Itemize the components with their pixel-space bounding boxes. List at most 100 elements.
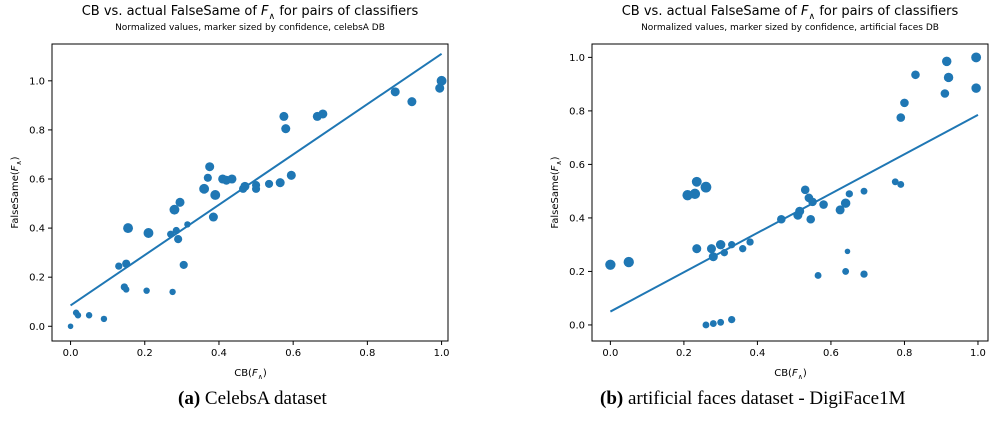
data-point xyxy=(709,320,717,328)
data-point xyxy=(971,83,981,93)
data-point xyxy=(819,200,828,209)
y-axis-label-symbol: F xyxy=(10,165,21,171)
data-point xyxy=(940,89,950,98)
data-point xyxy=(100,315,108,323)
data-point xyxy=(971,52,982,63)
data-point xyxy=(706,244,716,254)
data-point xyxy=(844,248,851,255)
data-point xyxy=(208,212,218,222)
fit-line xyxy=(609,114,979,313)
data-point xyxy=(205,162,215,172)
chart-title-subscript: ∧ xyxy=(269,12,276,22)
data-point xyxy=(115,262,123,270)
x-tick-label: 0.2 xyxy=(137,348,153,359)
y-tick-label: 0.0 xyxy=(569,320,585,331)
x-axis-label-subscript: ∧ xyxy=(798,373,803,380)
data-point xyxy=(717,318,725,326)
data-point xyxy=(746,238,754,246)
x-axis-label: CB(F∧) xyxy=(234,368,267,380)
data-point xyxy=(896,113,906,122)
x-axis-label-part: CB( xyxy=(774,368,792,379)
data-point xyxy=(435,83,445,93)
data-point xyxy=(264,179,274,188)
data-point xyxy=(860,270,868,278)
chart-title-symbol: F xyxy=(261,4,269,19)
caption-a-text: CelebsA dataset xyxy=(204,388,327,409)
data-point xyxy=(281,124,291,134)
data-point xyxy=(897,181,905,188)
chart-a: CB vs. actual FalseSame of F∧ for pairs … xyxy=(10,4,450,380)
y-tick-label: 0.6 xyxy=(29,175,45,186)
data-point xyxy=(210,190,221,200)
y-tick-label: 0.4 xyxy=(569,213,585,224)
caption-a-letter: (a) xyxy=(178,388,201,409)
x-tick-label: 0.4 xyxy=(211,348,227,359)
x-tick-label: 0.6 xyxy=(285,348,301,359)
y-axis-label-part: FalseSame( xyxy=(550,171,561,228)
y-tick-label: 0.8 xyxy=(29,125,45,136)
data-point xyxy=(318,109,328,119)
data-point xyxy=(943,72,954,83)
data-point xyxy=(390,87,400,97)
x-axis-label-symbol: F xyxy=(792,368,798,379)
data-point xyxy=(436,75,447,86)
y-axis-label: FalseSame(F∧) xyxy=(550,156,563,228)
chart-title-part: CB vs. actual FalseSame of xyxy=(622,4,801,19)
data-point xyxy=(800,185,810,195)
x-tick-label: 0.0 xyxy=(63,348,79,359)
x-tick-label: 0.6 xyxy=(823,348,839,359)
caption-b-text: artificial faces dataset - DigiFace1M xyxy=(627,388,906,409)
data-point xyxy=(689,188,701,199)
x-tick-label: 1.0 xyxy=(970,348,986,359)
data-point xyxy=(175,197,185,207)
x-tick-label: 1.0 xyxy=(434,348,450,359)
data-point xyxy=(860,187,868,195)
data-point xyxy=(891,178,899,186)
chart-subtitle: Normalized values, marker sized by confi… xyxy=(115,23,385,33)
data-point xyxy=(74,312,82,319)
data-point xyxy=(67,323,74,330)
y-tick-label: 0.2 xyxy=(29,273,45,284)
plot-frame xyxy=(51,43,449,342)
figure: CB vs. actual FalseSame of F∧ for pairs … xyxy=(10,4,989,380)
x-axis-label-subscript: ∧ xyxy=(258,373,263,380)
x-tick-label: 0.8 xyxy=(359,348,375,359)
chart-title-symbol: F xyxy=(801,4,809,19)
data-point xyxy=(739,245,747,253)
data-point xyxy=(279,111,289,121)
chart-title-part: for pairs of classifiers xyxy=(815,4,958,19)
data-point xyxy=(692,244,702,254)
chart-title: CB vs. actual FalseSame of F∧ for pairs … xyxy=(622,4,959,22)
chart-b: CB vs. actual FalseSame of F∧ for pairs … xyxy=(550,4,989,380)
data-point xyxy=(199,183,210,194)
data-point xyxy=(900,98,909,108)
data-point xyxy=(174,235,183,244)
y-axis-label-symbol: F xyxy=(550,165,561,171)
data-point xyxy=(169,288,176,296)
plot-frame xyxy=(591,43,989,342)
data-point xyxy=(806,214,816,224)
y-tick-label: 0.4 xyxy=(29,224,45,235)
y-axis-label-subscript: ∧ xyxy=(15,160,23,165)
data-point xyxy=(942,56,952,67)
y-tick-label: 1.0 xyxy=(29,76,45,87)
chart-title-part: for pairs of classifiers xyxy=(275,4,418,19)
chart-title-part: CB vs. actual FalseSame of xyxy=(82,4,261,19)
data-point xyxy=(842,267,850,275)
caption-a: (a) CelebsA dataset xyxy=(178,388,327,410)
chart-title-subscript: ∧ xyxy=(809,12,816,22)
x-tick-label: 0.2 xyxy=(676,348,692,359)
data-point xyxy=(203,173,212,182)
x-axis-label-part: ) xyxy=(803,368,807,379)
data-point xyxy=(691,176,702,187)
chart-subtitle: Normalized values, marker sized by confi… xyxy=(641,23,939,33)
chart-title: CB vs. actual FalseSame of F∧ for pairs … xyxy=(82,4,419,22)
data-point xyxy=(275,178,285,188)
y-tick-label: 0.0 xyxy=(29,322,45,333)
x-axis-label-part: ) xyxy=(263,368,267,379)
data-point xyxy=(715,239,726,250)
y-tick-label: 0.6 xyxy=(569,160,585,171)
y-axis-label-part: FalseSame( xyxy=(10,171,21,228)
data-point xyxy=(605,259,616,270)
y-tick-label: 0.8 xyxy=(569,106,585,117)
